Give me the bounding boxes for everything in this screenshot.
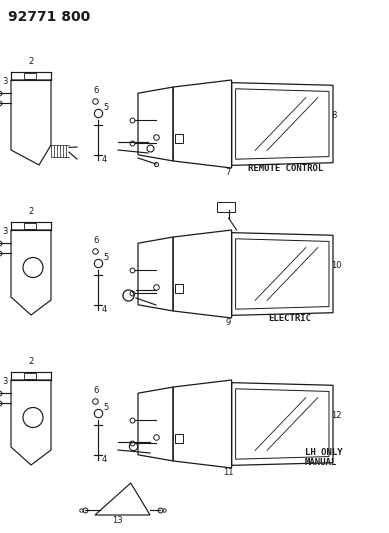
- Text: 10: 10: [331, 261, 342, 270]
- Text: 13: 13: [112, 516, 122, 525]
- Text: 5: 5: [103, 103, 108, 112]
- Text: 3: 3: [2, 77, 8, 86]
- Text: 5: 5: [103, 253, 108, 262]
- Text: ELECTRIC: ELECTRIC: [268, 314, 311, 323]
- Text: 6: 6: [93, 86, 99, 95]
- Text: LH ONLY: LH ONLY: [305, 448, 343, 457]
- Bar: [175, 134, 183, 143]
- Text: 4: 4: [102, 305, 107, 314]
- Bar: [24, 373, 36, 379]
- Text: 12: 12: [331, 411, 342, 420]
- Text: 11: 11: [223, 468, 233, 477]
- Text: 6: 6: [93, 386, 99, 395]
- Text: 4: 4: [102, 155, 107, 164]
- Text: 6: 6: [93, 236, 99, 245]
- Bar: [24, 223, 36, 229]
- Bar: [24, 73, 36, 79]
- Text: 2: 2: [28, 357, 33, 366]
- Text: 2: 2: [28, 207, 33, 216]
- Bar: [217, 202, 235, 212]
- Text: MANUAL: MANUAL: [305, 458, 337, 467]
- Text: 92771 800: 92771 800: [8, 10, 90, 24]
- Text: 2: 2: [28, 57, 33, 66]
- Text: 3: 3: [2, 227, 8, 236]
- Text: 3: 3: [2, 377, 8, 386]
- Text: 4: 4: [102, 455, 107, 464]
- Text: 9: 9: [225, 318, 231, 327]
- Text: REMOTE CONTROL: REMOTE CONTROL: [248, 164, 323, 173]
- Bar: [175, 285, 183, 293]
- Text: 5: 5: [103, 403, 108, 412]
- Text: 8: 8: [331, 111, 336, 120]
- Text: 7: 7: [225, 168, 231, 177]
- Bar: [175, 434, 183, 443]
